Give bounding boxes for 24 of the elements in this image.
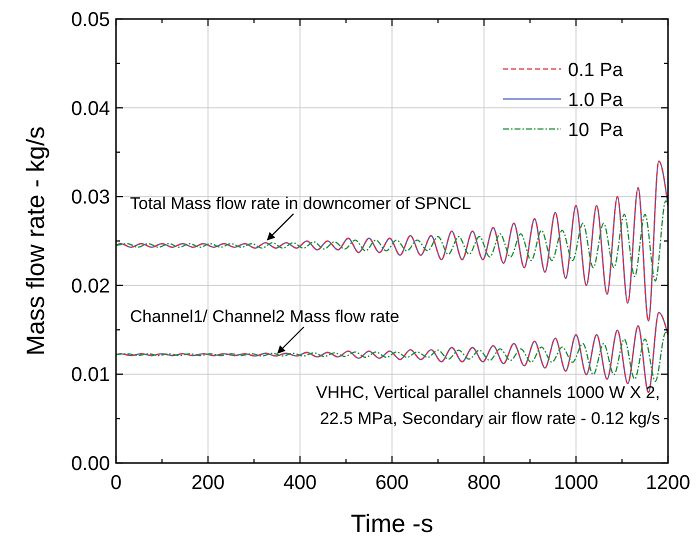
y-tick-label: 0.00	[71, 453, 110, 475]
annotation: Total Mass flow rate in downcomer of SPNCL	[130, 194, 472, 213]
x-tick-label: 1000	[554, 472, 598, 494]
y-tick-label: 0.02	[71, 275, 110, 298]
x-tick-label: 800	[467, 472, 501, 494]
x-tick-label: 200	[191, 472, 225, 494]
legend-label: 1.0 Pa	[568, 90, 624, 111]
line-series	[116, 332, 668, 382]
legend-label: 10 Pa	[568, 120, 624, 141]
annotation: 22.5 MPa, Secondary air flow rate - 0.12 kg/s	[320, 409, 660, 428]
line-series	[116, 160, 668, 322]
annotation: VHHC, Vertical parallel channels 1000 W X 2,	[316, 383, 660, 402]
y-tick-label: 0.01	[71, 364, 110, 386]
x-tick-label: 1200	[646, 472, 690, 494]
y-tick-label: 0.04	[71, 98, 110, 120]
x-tick-label: 0	[110, 472, 122, 494]
y-tick-label: 0.05	[71, 9, 110, 31]
y-tick-label: 0.03	[71, 186, 110, 209]
x-tick-label: 600	[375, 472, 409, 494]
legend-label: 0.1 Pa	[568, 60, 624, 81]
y-axis-title: Mass flow rate - kg/s	[22, 126, 50, 356]
x-axis-title: Time -s	[350, 510, 434, 538]
annotation: Channel1/ Channel2 Mass flow rate	[130, 306, 400, 326]
x-tick-label: 400	[283, 472, 317, 494]
